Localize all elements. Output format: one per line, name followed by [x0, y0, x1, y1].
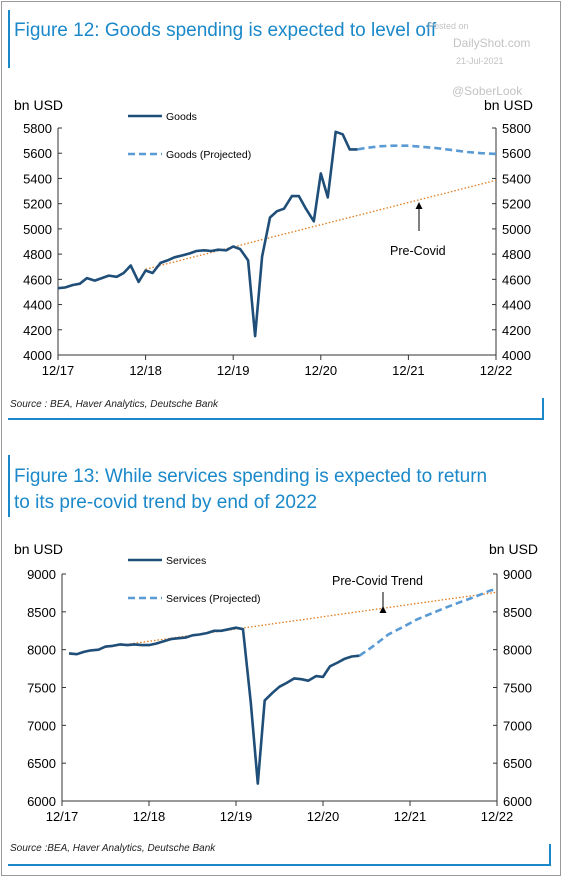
x-tick-label: 12/19 [220, 809, 253, 824]
y-tick-label-left: 8000 [27, 643, 56, 658]
y-tick-label-left: 7000 [27, 718, 56, 733]
y-tick-label-right: 7500 [503, 681, 532, 696]
y-tick-label-right: 5200 [502, 197, 531, 212]
x-tick-label: 12/18 [133, 809, 166, 824]
y-axis-label-right: bn USD [489, 541, 538, 557]
annotation-arrow-head [415, 202, 423, 209]
y-tick-label-left: 7500 [27, 681, 56, 696]
y-tick-label-left: 4600 [23, 272, 52, 287]
figure13-accent-left [8, 455, 10, 517]
y-tick-label-right: 5000 [502, 222, 531, 237]
services-series-line [68, 626, 360, 785]
figure13-accent-bottom [8, 864, 551, 866]
legend-label: Goods [166, 111, 197, 123]
y-tick-label-right: 8000 [503, 643, 532, 658]
y-tick-label-left: 9000 [27, 567, 56, 582]
y-tick-label-right: 4600 [502, 272, 531, 287]
y-tick-label-right: 9000 [503, 567, 532, 582]
goods-projected-series-line [357, 144, 497, 156]
figure13-title-line1: Figure 13: While services spending is ex… [14, 466, 488, 487]
y-tick-label-left: 5000 [23, 222, 52, 237]
y-tick-label-right: 6500 [503, 756, 532, 771]
x-tick-label: 12/19 [217, 363, 250, 378]
y-tick-label-right: 4200 [502, 323, 531, 338]
pre-covid-trend-series-line [105, 591, 498, 649]
y-tick-label-left: 5400 [23, 171, 52, 186]
y-tick-label-right: 5800 [502, 121, 531, 136]
annotation-label: Pre-Covid Trend [332, 574, 423, 588]
y-tick-label-right: 6000 [503, 794, 532, 809]
figure12-source: Source : BEA, Haver Analytics, Deutsche … [10, 399, 219, 410]
x-tick-label: 12/20 [305, 363, 338, 378]
figure13-title-line2: to its pre-covid trend by end of 2022 [14, 492, 318, 513]
y-tick-label-left: 6000 [27, 794, 56, 809]
watermark-site: DailyShot.com [453, 36, 531, 50]
services-chart: 6000 6000 6500 6500 7000 7000 7500 7500 8000 8000… [14, 541, 538, 824]
y-tick-label-right: 5400 [502, 171, 531, 186]
watermark-date: 21-Jul-2021 [456, 56, 504, 66]
y-tick-label-left: 5800 [23, 121, 52, 136]
legend-label: Goods (Projected) [166, 149, 251, 161]
y-tick-label-left: 4200 [23, 323, 52, 338]
pre-covid-series-line [145, 179, 497, 270]
x-tick-label: 12/20 [307, 809, 340, 824]
y-tick-label-right: 5600 [502, 146, 531, 161]
y-axis-label-left: bn USD [14, 97, 63, 113]
x-tick-label: 12/22 [481, 809, 514, 824]
x-tick-label: 12/22 [480, 363, 513, 378]
y-tick-label-left: 6500 [27, 756, 56, 771]
y-tick-label-right: 7000 [503, 718, 532, 733]
x-tick-label: 12/21 [394, 809, 427, 824]
figure13-source: Source :BEA, Haver Analytics, Deutsche B… [10, 843, 216, 854]
goods-series-line [57, 130, 358, 338]
y-tick-label-left: 4400 [23, 298, 52, 313]
goods-chart: 4000 4000 4200 4200 4400 4400 4600 4600 4800 4800… [14, 97, 533, 378]
annotation-label: Pre-Covid [390, 244, 446, 258]
y-tick-label-right: 8500 [503, 605, 532, 620]
legend-label: Services (Projected) [166, 593, 261, 605]
y-tick-label-left: 5200 [23, 197, 52, 212]
y-axis-label-right: bn USD [484, 97, 533, 113]
watermark-posted-on: Posted on [428, 21, 469, 31]
annotation-arrow-head [379, 606, 387, 613]
y-tick-label-right: 4000 [502, 348, 531, 363]
figure12-accent-bottom [8, 418, 544, 420]
y-tick-label-left: 5600 [23, 146, 52, 161]
watermark-handle: @SoberLook [452, 84, 523, 98]
y-tick-label-left: 8500 [27, 605, 56, 620]
y-tick-label-left: 4800 [23, 247, 52, 262]
x-tick-label: 12/21 [392, 363, 425, 378]
figure12-title: Figure 12: Goods spending is expected to… [14, 20, 437, 41]
y-tick-label-left: 4000 [23, 348, 52, 363]
figure12-accent-right [542, 398, 544, 420]
legend-label: Services [166, 555, 206, 567]
services-projected-series-line [358, 587, 498, 657]
figure13-accent-right [549, 844, 551, 866]
figure12-accent-left [8, 10, 10, 68]
y-tick-label-right: 4800 [502, 247, 531, 262]
x-tick-label: 12/17 [46, 809, 79, 824]
x-tick-label: 12/17 [42, 363, 75, 378]
y-tick-label-right: 4400 [502, 298, 531, 313]
x-tick-label: 12/18 [129, 363, 162, 378]
y-axis-label-left: bn USD [14, 541, 63, 557]
